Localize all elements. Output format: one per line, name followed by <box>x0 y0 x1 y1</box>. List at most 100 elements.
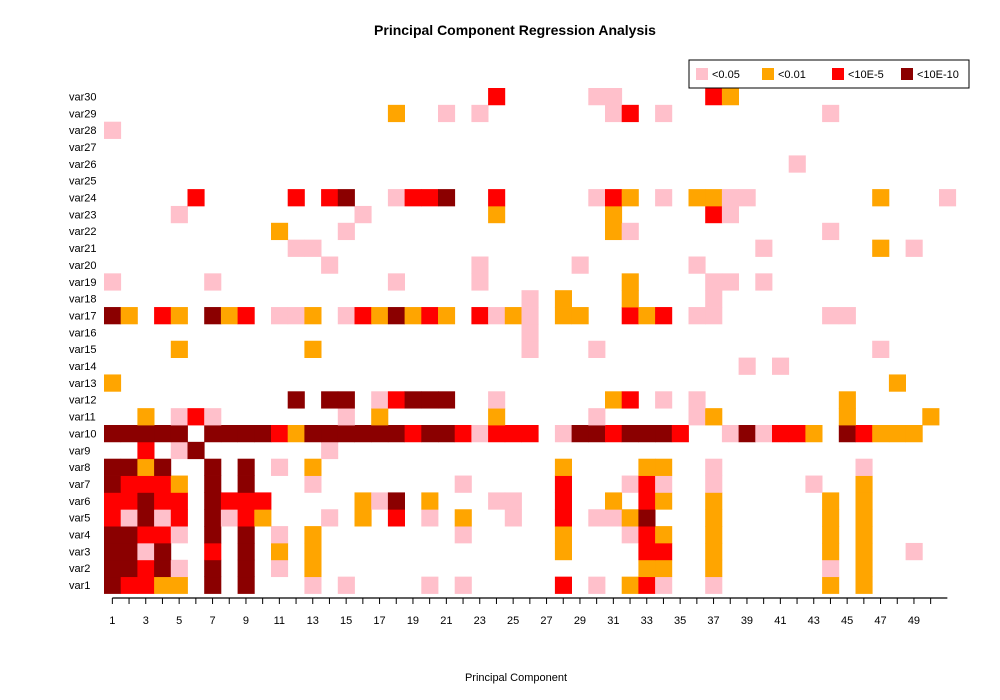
cell-var6-pc7 <box>204 492 222 510</box>
cell-var1-pc7 <box>204 576 222 594</box>
cell-var10-pc1 <box>104 425 122 443</box>
cell-var1-pc22 <box>454 576 472 594</box>
cell-var6-pc31 <box>605 492 623 510</box>
cell-var17-pc23 <box>471 307 489 325</box>
cell-var23-pc31 <box>605 205 623 224</box>
cell-var15-pc5 <box>170 340 188 358</box>
cell-var18-pc26 <box>521 290 539 308</box>
cell-var6-pc4 <box>154 492 172 510</box>
cell-var10-pc26 <box>521 425 539 443</box>
x-tick-label-13: 13 <box>307 615 319 627</box>
cell-var5-pc4 <box>154 509 172 527</box>
cell-var24-pc38 <box>721 189 739 207</box>
legend: <0.05 <0.01 <10E-5 <10E-10 <box>688 59 970 89</box>
cell-var3-pc9 <box>237 542 255 561</box>
cell-var6-pc33 <box>638 492 656 510</box>
cell-var10-pc9 <box>237 425 255 443</box>
cell-var20-pc36 <box>688 256 706 274</box>
cell-var10-pc2 <box>120 425 138 443</box>
x-axis: 1 3 5 7 9 11 13 15 17 19 21 23 25 27 29 31 33 35 37 39 41 43 4… <box>109 597 948 627</box>
cell-var12-pc20 <box>421 391 439 409</box>
cell-var10-pc4 <box>154 425 172 443</box>
cell-var17-pc33 <box>638 307 656 325</box>
cell-var6-pc20 <box>421 492 439 510</box>
y-axis-labels: var1 var2 var3 var4 var5 var6 var7 var8 var9 var1… <box>69 91 97 592</box>
cell-var5-pc3 <box>137 509 155 527</box>
cell-var1-pc15 <box>337 576 355 594</box>
y-label-var23: var23 <box>69 209 97 221</box>
cell-var4-pc3 <box>137 526 155 544</box>
cell-var3-pc1 <box>104 542 122 561</box>
cell-var10-pc47 <box>872 425 890 443</box>
cell-var24-pc47 <box>872 189 890 207</box>
x-tick-label-25: 25 <box>507 615 519 627</box>
y-label-var27: var27 <box>69 142 97 154</box>
cell-var3-pc44 <box>822 542 840 561</box>
cell-var21-pc47 <box>872 239 890 257</box>
cell-var20-pc29 <box>571 256 589 274</box>
y-label-var25: var25 <box>69 176 97 188</box>
cell-var6-pc17 <box>371 492 389 510</box>
cell-var6-pc28 <box>554 492 572 510</box>
cell-var22-pc11 <box>271 222 289 241</box>
cell-var24-pc37 <box>705 189 723 207</box>
cell-var5-pc18 <box>387 509 405 527</box>
cell-var1-pc13 <box>304 576 322 594</box>
chart-title: Principal Component Regression Analysis <box>374 22 656 38</box>
cell-var17-pc12 <box>287 307 305 325</box>
cell-var15-pc30 <box>588 340 606 358</box>
x-tick-label-3: 3 <box>143 615 149 627</box>
cell-var29-pc34 <box>655 104 673 123</box>
cell-var10-pc16 <box>354 425 372 443</box>
cell-var4-pc32 <box>621 526 639 544</box>
y-label-var17: var17 <box>69 310 97 322</box>
cell-var30-pc31 <box>605 88 623 106</box>
cell-var10-pc3 <box>137 425 155 443</box>
cell-var4-pc28 <box>554 526 572 544</box>
cell-var19-pc7 <box>204 273 222 291</box>
cell-var2-pc33 <box>638 559 656 578</box>
cell-var24-pc36 <box>688 189 706 207</box>
cell-var10-pc8 <box>220 425 238 443</box>
y-label-var14: var14 <box>69 361 97 373</box>
cell-var17-pc32 <box>621 307 639 325</box>
cell-var18-pc28 <box>554 290 572 308</box>
cell-var12-pc34 <box>655 391 673 409</box>
cell-var22-pc44 <box>822 222 840 241</box>
cell-var19-pc18 <box>387 273 405 291</box>
cell-var10-pc46 <box>855 425 873 443</box>
cell-var1-pc32 <box>621 576 639 594</box>
y-label-var10: var10 <box>69 428 97 440</box>
cell-var19-pc32 <box>621 273 639 291</box>
x-tick-label-11: 11 <box>274 615 285 627</box>
cell-var14-pc41 <box>772 357 790 375</box>
cell-var5-pc31 <box>605 509 623 527</box>
cell-var10-pc15 <box>337 425 355 443</box>
cell-var17-pc15 <box>337 307 355 325</box>
x-tick-label-31: 31 <box>607 615 619 627</box>
cell-var6-pc18 <box>387 492 405 510</box>
cell-var2-pc44 <box>822 559 840 578</box>
cell-var29-pc44 <box>822 104 840 123</box>
cell-var23-pc24 <box>488 205 506 224</box>
cell-var11-pc7 <box>204 408 222 426</box>
cell-var3-pc3 <box>137 542 155 561</box>
cell-var2-pc5 <box>170 559 188 578</box>
legend-label-1: <0.05 <box>712 69 740 81</box>
cell-var10-pc40 <box>755 425 773 443</box>
cell-var10-pc7 <box>204 425 222 443</box>
cell-var2-pc46 <box>855 559 873 578</box>
cell-var1-pc44 <box>822 576 840 594</box>
cell-var22-pc15 <box>337 222 355 241</box>
cell-var20-pc23 <box>471 256 489 274</box>
cell-var11-pc17 <box>371 408 389 426</box>
cell-var17-pc16 <box>354 307 372 325</box>
cell-var10-pc35 <box>671 425 689 443</box>
cell-var30-pc38 <box>721 88 739 106</box>
cell-var12-pc14 <box>321 391 339 409</box>
cell-var7-pc28 <box>554 475 572 493</box>
cell-var10-pc25 <box>504 425 522 443</box>
cell-var8-pc37 <box>705 458 723 476</box>
x-tick-label-23: 23 <box>474 615 486 627</box>
cell-var10-pc11 <box>271 425 289 443</box>
